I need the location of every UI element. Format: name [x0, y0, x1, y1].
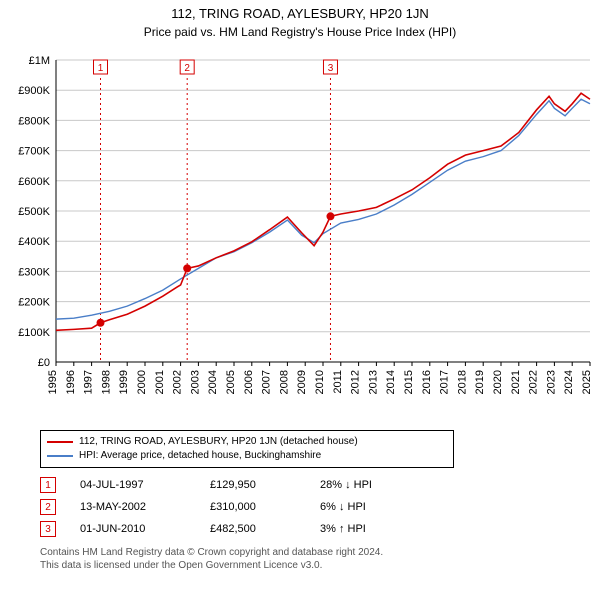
- svg-text:2016: 2016: [421, 370, 433, 394]
- svg-text:2022: 2022: [528, 370, 540, 394]
- sale-badge: 1: [40, 477, 56, 493]
- svg-text:£0: £0: [38, 357, 50, 369]
- page-subtitle: Price paid vs. HM Land Registry's House …: [0, 21, 600, 39]
- svg-text:2002: 2002: [172, 370, 184, 394]
- svg-text:2006: 2006: [243, 370, 255, 394]
- svg-text:2018: 2018: [456, 370, 468, 394]
- sale-date: 13-MAY-2002: [80, 501, 210, 513]
- svg-text:£700K: £700K: [18, 146, 50, 158]
- svg-text:2003: 2003: [189, 370, 201, 394]
- series-hpi: [56, 99, 590, 319]
- sales-row: 1 04-JUL-1997 £129,950 28% ↓ HPI: [40, 474, 440, 496]
- svg-text:1998: 1998: [100, 370, 112, 394]
- footer-line: Contains HM Land Registry data © Crown c…: [40, 546, 383, 559]
- svg-text:2012: 2012: [350, 370, 362, 394]
- svg-text:2004: 2004: [207, 370, 219, 394]
- legend: 112, TRING ROAD, AYLESBURY, HP20 1JN (de…: [40, 430, 454, 468]
- line-chart: £0 £100K £200K £300K £400K £500K £600K £700K £80…: [0, 50, 600, 420]
- page-title: 112, TRING ROAD, AYLESBURY, HP20 1JN: [0, 0, 600, 21]
- svg-text:£500K: £500K: [18, 206, 50, 218]
- sale-price: £310,000: [210, 501, 320, 513]
- svg-text:£600K: £600K: [18, 176, 50, 188]
- svg-text:2008: 2008: [278, 370, 290, 394]
- svg-text:2025: 2025: [581, 370, 593, 394]
- svg-text:2: 2: [184, 63, 190, 74]
- series-property: [56, 93, 590, 330]
- svg-text:2017: 2017: [439, 370, 451, 394]
- sale-date: 01-JUN-2010: [80, 523, 210, 535]
- svg-text:1997: 1997: [83, 370, 95, 394]
- svg-text:2007: 2007: [261, 370, 273, 394]
- svg-text:£100K: £100K: [18, 327, 50, 339]
- svg-text:3: 3: [328, 63, 334, 74]
- svg-text:2024: 2024: [563, 370, 575, 394]
- sale-price: £482,500: [210, 523, 320, 535]
- svg-text:£900K: £900K: [18, 85, 50, 97]
- sale-diff: 3% ↑ HPI: [320, 523, 440, 535]
- svg-text:£400K: £400K: [18, 236, 50, 248]
- svg-text:1: 1: [98, 63, 104, 74]
- svg-text:1995: 1995: [47, 370, 59, 394]
- svg-text:£200K: £200K: [18, 297, 50, 309]
- svg-text:£300K: £300K: [18, 266, 50, 278]
- svg-text:1999: 1999: [118, 370, 130, 394]
- legend-item: 112, TRING ROAD, AYLESBURY, HP20 1JN (de…: [47, 435, 447, 449]
- sales-row: 3 01-JUN-2010 £482,500 3% ↑ HPI: [40, 518, 440, 540]
- chart-container: £0 £100K £200K £300K £400K £500K £600K £700K £80…: [0, 50, 600, 420]
- svg-text:2011: 2011: [332, 370, 344, 394]
- svg-text:2020: 2020: [492, 370, 504, 394]
- legend-swatch: [47, 455, 73, 457]
- svg-text:2009: 2009: [296, 370, 308, 394]
- svg-text:£1M: £1M: [29, 55, 50, 67]
- footer-line: This data is licensed under the Open Gov…: [40, 559, 383, 572]
- sale-badge: 2: [40, 499, 56, 515]
- legend-swatch: [47, 441, 73, 443]
- svg-text:2000: 2000: [136, 370, 148, 394]
- svg-text:2010: 2010: [314, 370, 326, 394]
- sale-price: £129,950: [210, 479, 320, 491]
- sales-row: 2 13-MAY-2002 £310,000 6% ↓ HPI: [40, 496, 440, 518]
- sale-badge: 3: [40, 521, 56, 537]
- svg-text:2015: 2015: [403, 370, 415, 394]
- svg-text:2005: 2005: [225, 370, 237, 394]
- svg-text:2013: 2013: [367, 370, 379, 394]
- legend-label: 112, TRING ROAD, AYLESBURY, HP20 1JN (de…: [79, 435, 358, 449]
- sale-date: 04-JUL-1997: [80, 479, 210, 491]
- sale-diff: 6% ↓ HPI: [320, 501, 440, 513]
- svg-text:2023: 2023: [545, 370, 557, 394]
- svg-text:2021: 2021: [510, 370, 522, 394]
- sale-diff: 28% ↓ HPI: [320, 479, 440, 491]
- svg-text:2001: 2001: [154, 370, 166, 394]
- sales-table: 1 04-JUL-1997 £129,950 28% ↓ HPI 2 13-MA…: [40, 474, 440, 540]
- svg-text:2014: 2014: [385, 370, 397, 394]
- price-chart-page: 112, TRING ROAD, AYLESBURY, HP20 1JN Pri…: [0, 0, 600, 590]
- legend-item: HPI: Average price, detached house, Buck…: [47, 449, 447, 463]
- svg-text:1996: 1996: [65, 370, 77, 394]
- footer-attribution: Contains HM Land Registry data © Crown c…: [40, 546, 383, 572]
- legend-label: HPI: Average price, detached house, Buck…: [79, 449, 321, 463]
- svg-text:2019: 2019: [474, 370, 486, 394]
- svg-text:£800K: £800K: [18, 115, 50, 127]
